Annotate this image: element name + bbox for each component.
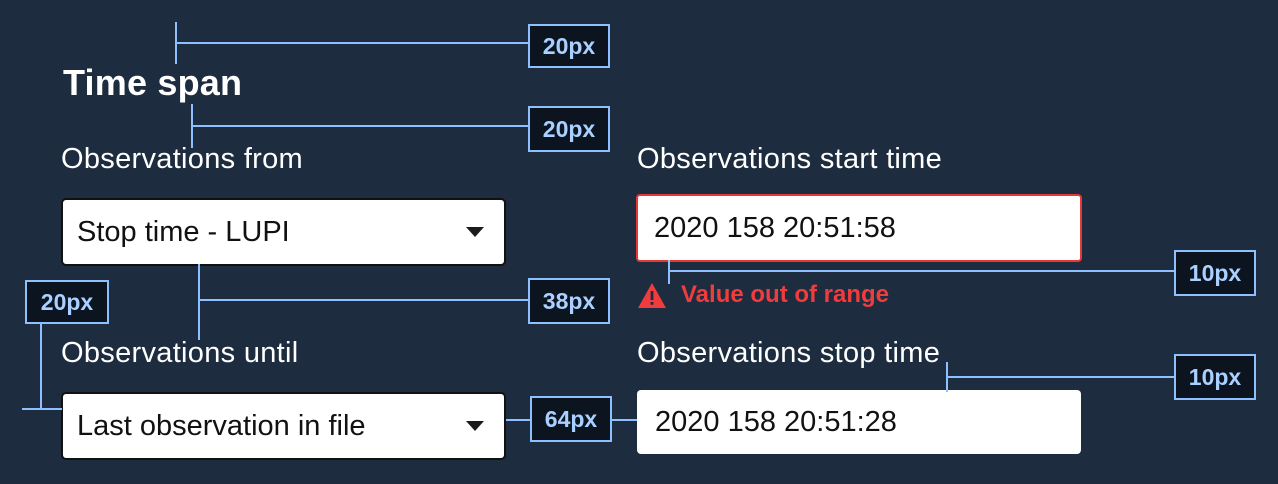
measure-line	[191, 125, 530, 127]
chevron-down-icon	[466, 227, 484, 237]
observations-from-label: Observations from	[61, 143, 304, 175]
observations-start-time-label: Observations start time	[637, 143, 943, 175]
measure-line	[668, 270, 1176, 272]
measure-line	[198, 264, 200, 340]
measure-badge-select-gap: 38px	[528, 278, 610, 324]
measure-badge-title-top: 20px	[528, 24, 610, 68]
measure-line	[612, 419, 637, 421]
observations-start-time-input[interactable]: 2020 158 20:51:58	[636, 194, 1082, 262]
observations-stop-time-value: 2020 158 20:51:28	[655, 405, 897, 438]
observations-until-select[interactable]: Last observation in file	[61, 392, 506, 460]
start-time-error: Value out of range	[637, 281, 889, 309]
observations-until-label: Observations until	[61, 337, 299, 369]
measure-line	[22, 408, 62, 410]
measure-line	[40, 324, 42, 410]
observations-start-time-value: 2020 158 20:51:58	[654, 211, 896, 244]
measure-badge-error-gap: 10px	[1174, 250, 1256, 296]
start-time-error-text: Value out of range	[681, 281, 890, 308]
measure-line	[198, 299, 530, 301]
measure-badge-column-gap: 64px	[530, 396, 612, 442]
warning-icon	[638, 282, 666, 308]
chevron-down-icon	[466, 421, 484, 431]
measure-badge-left-margin: 20px	[25, 280, 109, 324]
measure-line	[506, 419, 532, 421]
measure-badge-title-to-label: 20px	[528, 106, 610, 152]
observations-from-value: Stop time - LUPI	[77, 215, 290, 248]
measure-line	[668, 260, 670, 284]
observations-from-select[interactable]: Stop time - LUPI	[61, 198, 506, 266]
measure-line	[175, 42, 530, 44]
observations-until-value: Last observation in file	[77, 409, 366, 442]
measure-line	[946, 376, 1176, 378]
measure-badge-label-gap: 10px	[1174, 354, 1256, 400]
section-title: Time span	[63, 62, 243, 103]
observations-stop-time-label: Observations stop time	[637, 337, 941, 369]
observations-stop-time-input[interactable]: 2020 158 20:51:28	[637, 390, 1081, 454]
